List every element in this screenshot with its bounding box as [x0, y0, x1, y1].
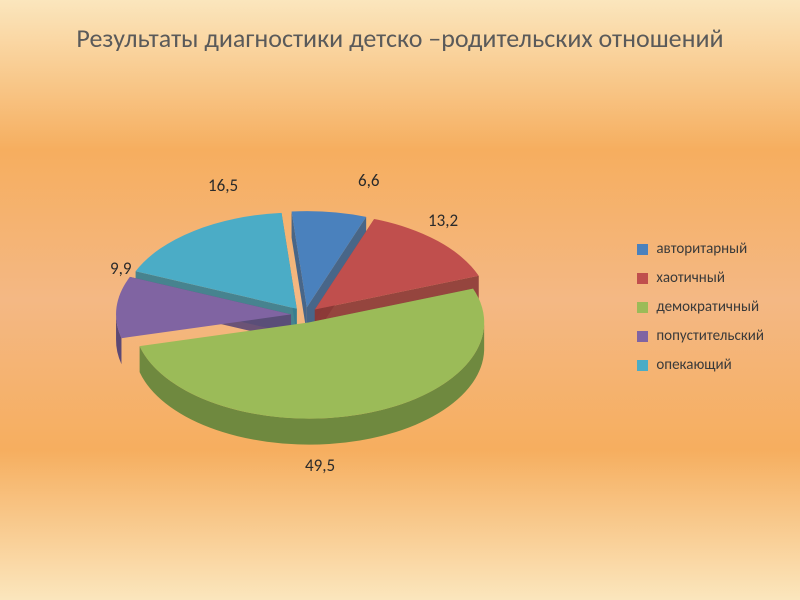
legend-label: хаотичный — [656, 269, 725, 287]
pie-chart: 6,6 13,2 49,5 9,9 16,5 — [70, 130, 550, 550]
legend-label: опекающий — [656, 356, 731, 374]
legend-item: опекающий — [637, 356, 764, 374]
chart-legend: авторитарный хаотичный демократичный попуст… — [637, 240, 764, 374]
legend-item: авторитарный — [637, 240, 764, 258]
legend-label: демократичный — [656, 298, 759, 316]
legend-swatch — [637, 331, 648, 342]
legend-swatch — [637, 273, 648, 284]
legend-item: хаотичный — [637, 269, 764, 287]
pie-data-label: 6,6 — [358, 170, 379, 191]
legend-swatch — [637, 302, 648, 313]
pie-data-label: 16,5 — [208, 175, 238, 196]
page-title: Результаты диагностики детско –родительс… — [0, 22, 800, 55]
legend-swatch — [637, 244, 648, 255]
legend-swatch — [637, 360, 648, 371]
slide-canvas: Результаты диагностики детско –родительс… — [0, 0, 800, 600]
legend-item: демократичный — [637, 298, 764, 316]
pie-data-label: 9,9 — [110, 258, 131, 279]
legend-item: попустительский — [637, 327, 764, 345]
legend-label: попустительский — [656, 327, 764, 345]
pie-data-label: 13,2 — [428, 210, 458, 231]
legend-label: авторитарный — [656, 240, 747, 258]
pie-data-label: 49,5 — [305, 455, 335, 476]
